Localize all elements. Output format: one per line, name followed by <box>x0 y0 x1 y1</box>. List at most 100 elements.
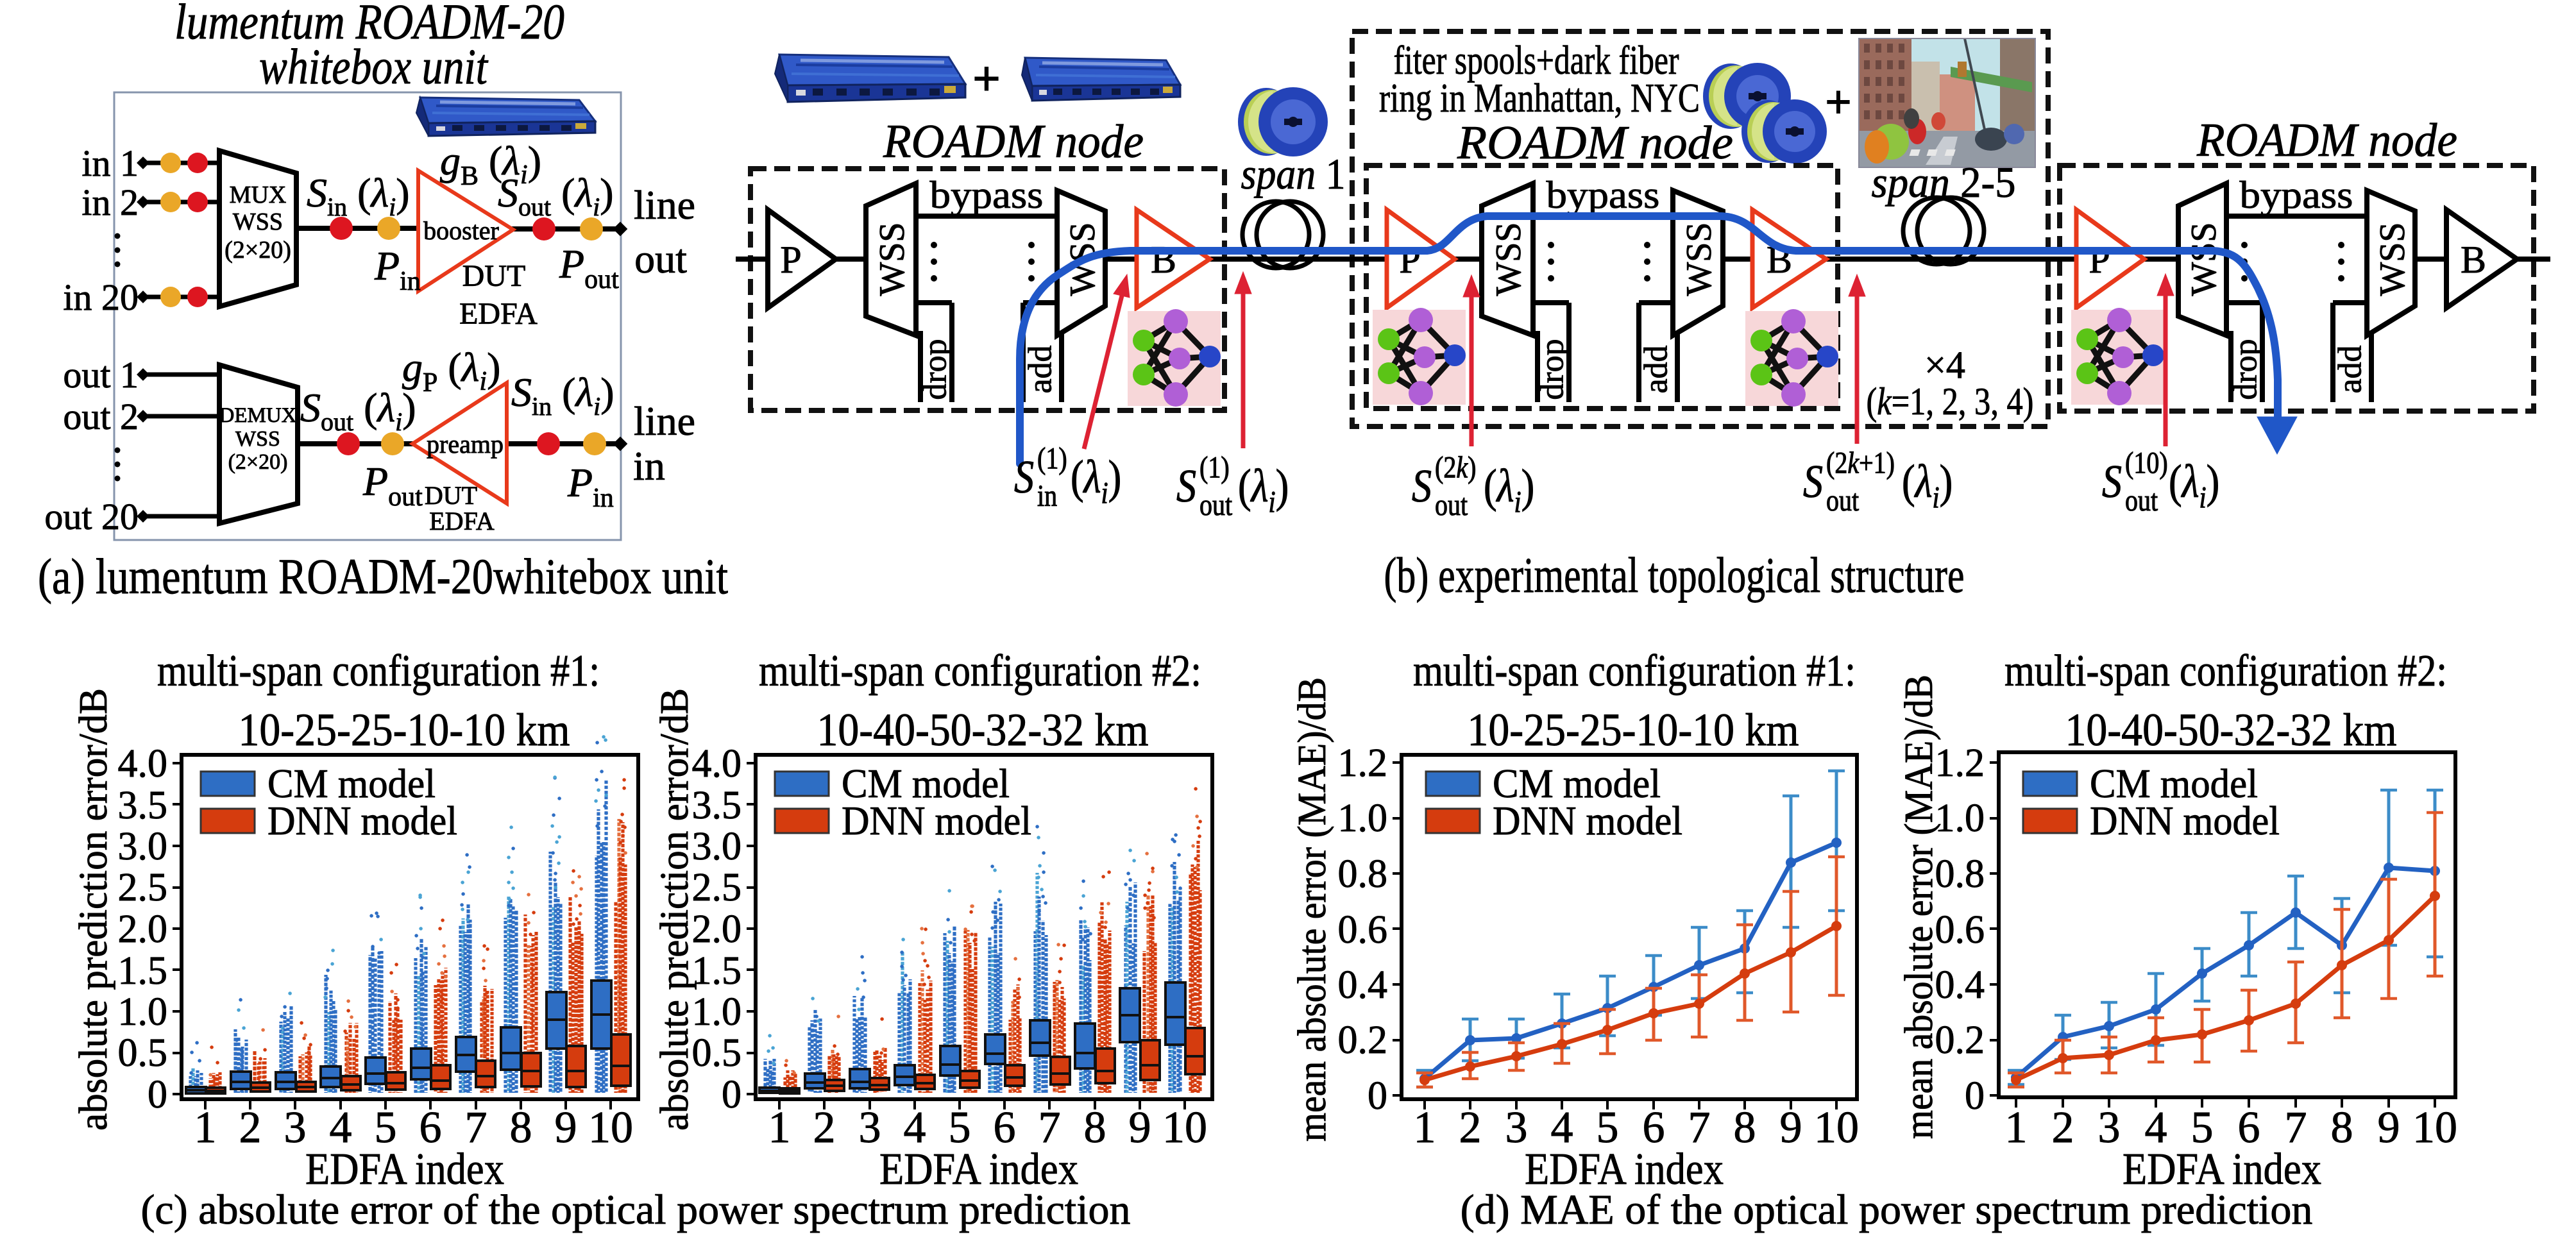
svg-text:S: S <box>1014 451 1034 503</box>
svg-text:WSS: WSS <box>233 208 283 235</box>
svg-text:absolute prediction error/dB: absolute prediction error/dB <box>72 688 115 1131</box>
svg-text:(1): (1) <box>1199 451 1230 484</box>
svg-text:0.6: 0.6 <box>1935 908 1985 952</box>
svg-text:B: B <box>2461 239 2486 281</box>
svg-text:bypass: bypass <box>2240 174 2353 216</box>
svg-text:3.5: 3.5 <box>118 784 168 827</box>
svg-text:Sin (λi): Sin (λi) <box>511 369 614 421</box>
svg-text:EDFA: EDFA <box>429 507 495 535</box>
svg-text:gP (λi): gP (λi) <box>402 344 500 398</box>
svg-text:EDFA index: EDFA index <box>2123 1145 2321 1194</box>
svg-text:1: 1 <box>2005 1103 2028 1152</box>
svg-text:1.2: 1.2 <box>1935 741 1985 785</box>
svg-text:WSS: WSS <box>2373 222 2412 296</box>
svg-text:0.4: 0.4 <box>1338 963 1388 1007</box>
svg-text:0: 0 <box>148 1073 167 1117</box>
svg-text:1.5: 1.5 <box>692 949 742 993</box>
svg-text:6: 6 <box>994 1103 1016 1152</box>
svg-text:0.2: 0.2 <box>1338 1018 1388 1062</box>
svg-text:(1): (1) <box>1037 442 1067 475</box>
svg-text:P: P <box>1399 239 1420 281</box>
svg-text:4: 4 <box>330 1103 352 1152</box>
svg-text:(λi): (λi) <box>1071 451 1121 510</box>
svg-text:S: S <box>1176 460 1196 512</box>
svg-text:0.4: 0.4 <box>1935 963 1985 1007</box>
svg-text:WSS: WSS <box>1489 222 1529 296</box>
svg-text:DNN model: DNN model <box>267 798 457 843</box>
svg-text:6: 6 <box>2238 1103 2260 1152</box>
svg-text:ROADM node: ROADM node <box>2196 114 2457 167</box>
svg-text:ring in Manhattan, NYC: ring in Manhattan, NYC <box>1379 75 1700 121</box>
svg-text:in: in <box>633 443 665 489</box>
svg-text:DNN model: DNN model <box>2090 798 2280 843</box>
svg-text:2: 2 <box>813 1103 836 1152</box>
svg-text:10: 10 <box>1814 1103 1859 1152</box>
svg-text:bypass: bypass <box>1546 174 1660 216</box>
svg-text:5: 5 <box>949 1103 971 1152</box>
svg-text:out: out <box>1435 489 1468 522</box>
svg-text:DUT: DUT <box>462 259 526 293</box>
svg-text:2.0: 2.0 <box>692 907 742 951</box>
svg-text:drop: drop <box>917 339 954 400</box>
svg-text:(2k+1): (2k+1) <box>1826 446 1895 480</box>
svg-text:3: 3 <box>2098 1103 2121 1152</box>
svg-text:1: 1 <box>1414 1103 1436 1152</box>
svg-text:7: 7 <box>1038 1103 1061 1152</box>
svg-text:out: out <box>634 236 687 282</box>
svg-text:lumentum ROADM-20: lumentum ROADM-20 <box>174 0 564 49</box>
svg-text:3: 3 <box>284 1103 307 1152</box>
svg-text:3.5: 3.5 <box>692 784 742 827</box>
svg-text:+: + <box>1825 76 1852 129</box>
svg-text:5: 5 <box>2191 1103 2214 1152</box>
svg-text:×4: ×4 <box>1924 344 1965 386</box>
svg-text:(λi): (λi) <box>1238 460 1289 519</box>
svg-text:mean absolute error (MAE)/dB: mean absolute error (MAE)/dB <box>1291 677 1334 1142</box>
svg-text:2.5: 2.5 <box>118 866 168 909</box>
svg-text:10-40-50-32-32 km: 10-40-50-32-32 km <box>817 704 1149 755</box>
svg-text:8: 8 <box>510 1103 532 1152</box>
svg-text:S: S <box>1803 455 1823 507</box>
svg-text:drop: drop <box>1534 339 1571 400</box>
svg-text:drop: drop <box>2228 339 2264 400</box>
svg-text:out 1: out 1 <box>63 354 139 396</box>
svg-text:out: out <box>1199 489 1232 522</box>
svg-text:1: 1 <box>768 1103 791 1152</box>
svg-text:8: 8 <box>2331 1103 2353 1152</box>
svg-text:absolute prediction error/dB: absolute prediction error/dB <box>653 688 697 1131</box>
svg-text:out: out <box>1826 484 1859 518</box>
svg-text:Pout: Pout <box>362 459 423 512</box>
svg-text:WSS: WSS <box>1679 222 1719 296</box>
svg-text:line: line <box>634 182 695 228</box>
svg-text:(2k): (2k) <box>1435 451 1476 484</box>
svg-text:(λi): (λi) <box>1484 460 1534 519</box>
svg-text:WSS: WSS <box>2184 222 2224 296</box>
svg-text:0: 0 <box>1368 1074 1387 1118</box>
svg-text:EDFA index: EDFA index <box>1525 1145 1724 1194</box>
svg-text:10: 10 <box>2412 1103 2457 1152</box>
svg-text:out: out <box>2125 484 2158 518</box>
svg-text:bypass: bypass <box>930 174 1044 216</box>
svg-text:multi-span configuration #2:: multi-span configuration #2: <box>2004 646 2447 696</box>
svg-text:10-40-50-32-32 km: 10-40-50-32-32 km <box>2065 704 2397 755</box>
svg-text:Pin: Pin <box>567 460 614 513</box>
svg-text:DEMUX: DEMUX <box>219 404 297 427</box>
svg-text:in 20: in 20 <box>63 276 139 318</box>
svg-text:CM model: CM model <box>2090 761 2258 806</box>
svg-text:EDFA index: EDFA index <box>879 1145 1078 1194</box>
svg-text:ROADM node: ROADM node <box>1457 117 1733 169</box>
svg-text:+: + <box>972 51 1001 106</box>
svg-text:gB (λi): gB (λi) <box>440 138 541 191</box>
svg-text:2: 2 <box>239 1103 262 1152</box>
svg-text:10-25-25-10-10 km: 10-25-25-10-10 km <box>1468 704 1799 755</box>
svg-text:CM model: CM model <box>1493 761 1661 806</box>
svg-text:P: P <box>780 239 801 281</box>
svg-text:add: add <box>1638 345 1675 393</box>
svg-text:DNN model: DNN model <box>1493 798 1682 843</box>
svg-text:4: 4 <box>2145 1103 2167 1152</box>
svg-text:fiter spools+dark fiber: fiter spools+dark fiber <box>1394 37 1679 83</box>
svg-text:Pin: Pin <box>374 243 421 296</box>
svg-text:(k=1, 2, 3, 4): (k=1, 2, 3, 4) <box>1867 380 2034 423</box>
svg-text:0.2: 0.2 <box>1935 1018 1985 1062</box>
svg-text:span 1: span 1 <box>1241 149 1346 198</box>
svg-text:EDFA: EDFA <box>459 297 538 331</box>
